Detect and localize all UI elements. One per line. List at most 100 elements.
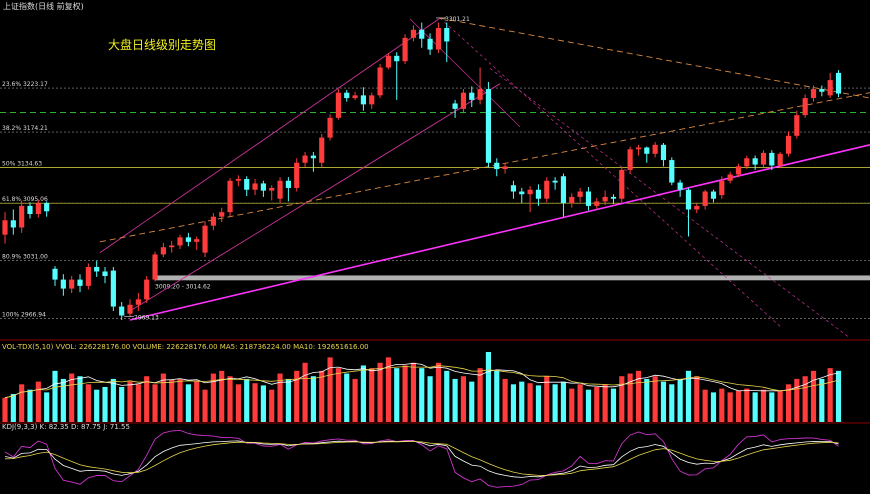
volume-bar [594,387,600,422]
candle-body [310,155,316,159]
volume-bar [627,373,633,422]
volume-bar [127,381,133,422]
volume-bar [2,397,8,422]
candle-body [119,306,125,316]
candle-body [727,174,733,181]
volume-ma10-line [4,365,839,399]
candle-body [144,279,150,300]
candle-body [494,162,500,170]
volume-bar [10,394,16,422]
fib-level-label: 61.8% 3095.06 [2,196,48,203]
candle-body [385,55,391,68]
candle-body [235,178,241,181]
volume-bar [552,384,558,422]
candle-body [94,267,100,272]
volume-bar [360,365,366,422]
volume-label: VOL-TDX(5,10) VVOL: 226228176.00 VOLUME:… [2,343,369,351]
volume-bar [677,378,683,422]
candle-body [769,152,775,166]
volume-bar [760,389,767,422]
volume-bar [152,384,158,422]
fib-level-label: 23.6% 3223.17 [2,81,48,88]
volume-bar [210,373,216,422]
volume-bar [544,376,550,422]
volume-bar [535,385,542,422]
candle-body [544,180,550,199]
volume-bar [460,376,467,422]
volume-bar [452,378,458,422]
volume-bar [652,376,658,422]
candle-body [185,237,191,242]
volume-bar [77,376,83,422]
candle-body [610,196,617,199]
volume-bar [610,388,617,422]
candle-body [685,189,692,210]
candle-body [777,153,783,166]
volume-bar [19,384,25,422]
candle-body [569,196,575,204]
volume-bar [402,365,408,422]
candle-body [677,182,683,190]
volume-bar [669,384,675,422]
volume-bar [602,384,608,422]
candle-body [560,176,567,204]
volume-bar [427,376,433,422]
candle-body [19,205,25,228]
volume-bar [694,376,700,422]
candle-body [285,180,291,188]
volume-bar [794,378,800,422]
volume-bar [802,376,808,422]
candle-body [694,205,700,210]
volume-bar [519,381,525,422]
volume-bar [619,376,625,422]
candle-body [710,191,717,199]
volume-bar [527,383,533,422]
candle-body [327,117,333,138]
candle-body [669,160,675,183]
candle-body [519,191,525,195]
falling-trendline [439,17,870,99]
volume-bar [319,370,325,422]
volume-bar [227,376,233,422]
candle-body [35,203,41,214]
fib-level-label: 50% 3134.63 [2,161,42,168]
candle-body [510,185,517,192]
volume-bar [94,389,100,422]
candle-body [627,149,633,170]
candle-body [85,267,91,286]
candle-body [402,37,408,62]
volume-bar [827,368,833,422]
volume-bar [385,357,391,422]
chart-annotation-title: 大盘日线级别走势图 [108,38,217,52]
volume-bar [344,373,350,422]
volume-bar [69,373,75,422]
volume-bar [819,378,825,422]
candle-body [69,279,75,289]
candle-body [835,72,842,94]
fib-level-label: 80.9% 3031.00 [2,254,48,261]
candle-body [502,166,508,170]
volume-bar [119,387,125,422]
fib-level-label: 38.2% 3174.21 [2,125,48,132]
down-channel-line [439,17,781,327]
candle-body [394,55,400,62]
volume-bar [194,381,200,422]
volume-bar [777,390,783,422]
candle-body [469,92,475,100]
candle-body [160,247,166,255]
fib-level-label: 100% 2966.94 [2,311,46,318]
volume-bar [302,362,308,422]
candle-body [702,191,708,206]
candle-body [194,239,200,242]
volume-bar [294,370,300,422]
candle-body [369,95,375,105]
volume-bar [377,362,383,422]
candle-body [577,191,583,197]
volume-bar [769,392,775,422]
candle-body [377,67,383,96]
volume-bar [160,373,166,422]
volume-bar [635,370,642,422]
candle-body [452,103,458,109]
candle-body [760,152,767,165]
